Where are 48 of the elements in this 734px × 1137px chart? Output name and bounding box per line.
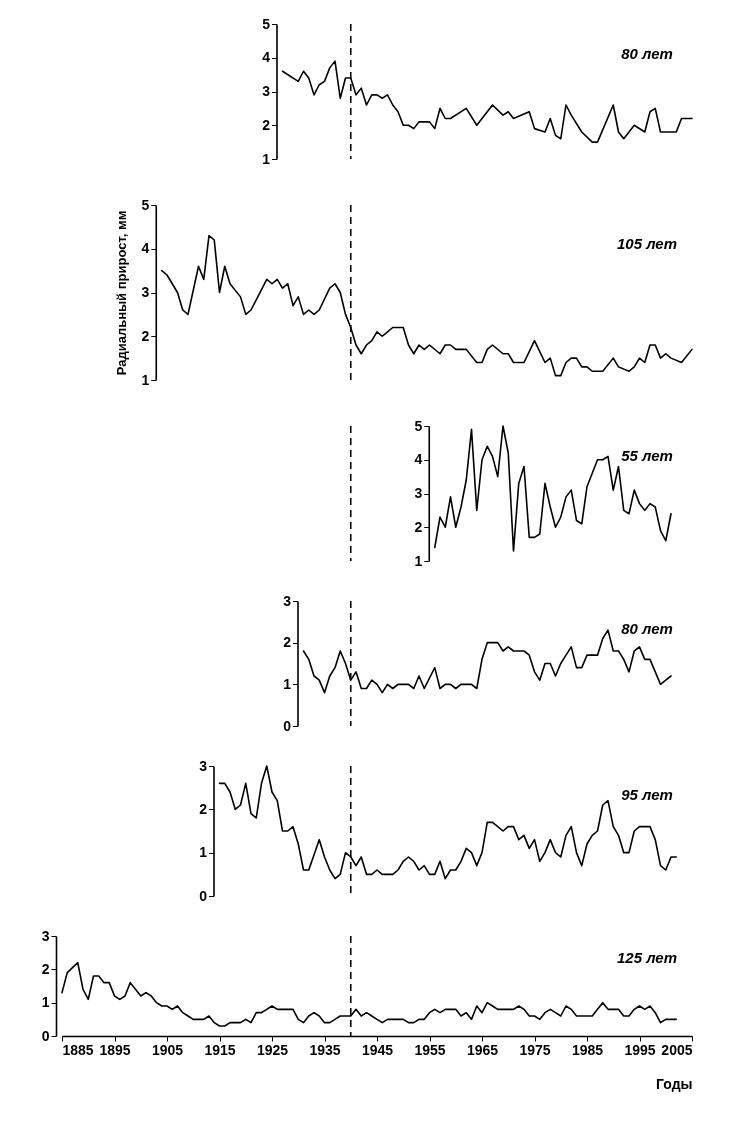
x-tick-label: 1975: [519, 1041, 551, 1058]
y-tick-label: 2: [414, 518, 423, 535]
x-tick-label: 1965: [466, 1041, 499, 1058]
y-tick-label: 3: [262, 83, 271, 99]
x-axis-title: Годы: [656, 1075, 693, 1092]
series-label: 80 лет: [621, 619, 673, 637]
y-tick-label: 1: [199, 844, 208, 861]
y-tick-label: 2: [41, 960, 50, 977]
text: 125 лет: [616, 949, 678, 966]
y-tick-label: 1: [41, 994, 50, 1011]
y-tick-label: 4: [414, 451, 423, 468]
y-tick-label: 3: [414, 485, 423, 501]
y-tick-label: 0: [199, 887, 208, 904]
series-label: 95 лет: [621, 785, 673, 803]
text: 80 лет: [621, 44, 673, 62]
x-tick-label: 1955: [414, 1041, 446, 1058]
y-tick-label: 2: [283, 634, 292, 651]
y-tick-label: 2: [199, 800, 208, 817]
x-tick-label: 1935: [309, 1041, 341, 1058]
x-tick-label: 1905: [151, 1041, 184, 1058]
text: 105 лет: [616, 234, 678, 252]
y-axis-title: Радиальный прирост, мм: [114, 210, 130, 376]
y-tick-label: 0: [41, 1027, 50, 1044]
y-tick-label: 1: [141, 371, 150, 388]
y-tick-label: 1: [414, 552, 423, 569]
y-tick-label: 1: [262, 150, 271, 167]
y-tick-label: 1: [283, 675, 292, 692]
y-tick-label: 3: [283, 592, 292, 609]
x-tick-label: 1925: [256, 1041, 289, 1058]
x-tick-label: 1995: [624, 1041, 656, 1058]
y-tick-label: 4: [262, 49, 271, 66]
y-tick-label: 2: [141, 327, 150, 344]
y-tick-label: 3: [41, 927, 50, 944]
x-tick-label: 2005: [661, 1041, 693, 1058]
x-tick-label: 1895: [99, 1041, 131, 1058]
y-tick-label: 2: [262, 116, 271, 133]
y-tick-label: 3: [199, 757, 208, 774]
x-tick-label: 1915: [204, 1041, 236, 1058]
y-tick-label: 4: [141, 240, 150, 257]
y-tick-label: 5: [414, 417, 423, 434]
y-tick-label: 0: [283, 717, 292, 734]
y-tick-label: 3: [141, 284, 150, 300]
y-tick-label: 5: [141, 196, 150, 213]
x-tick-label: 1885: [62, 1041, 94, 1058]
x-tick-label: 1945: [361, 1041, 394, 1058]
series-label: 55 лет: [621, 446, 673, 464]
x-tick-label: 1985: [571, 1041, 604, 1058]
y-tick-label: 5: [262, 15, 271, 32]
